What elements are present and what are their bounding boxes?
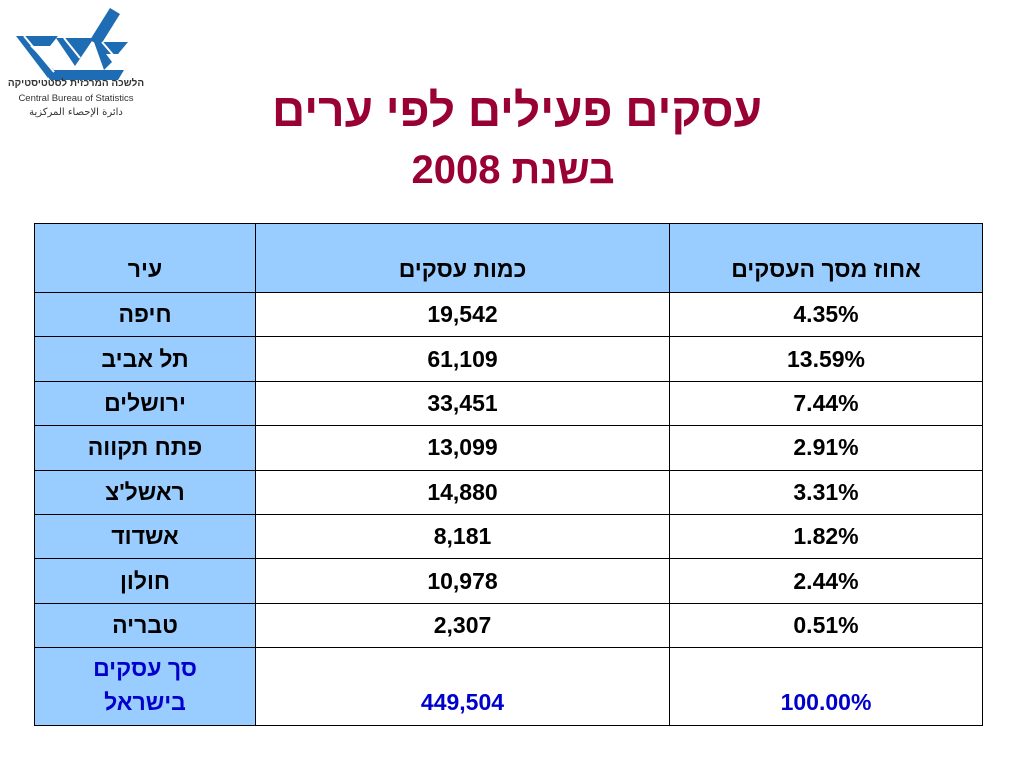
percent-cell: 13.59% <box>669 336 983 382</box>
header-percent: אחוז מסך העסקים <box>669 223 983 293</box>
total-label-line2: בישראל <box>104 689 186 716</box>
header-city: עיר <box>34 223 256 293</box>
logo-name-arabic: دائرة الإحصاء المركزية <box>29 107 123 118</box>
total-label-cell: סך עסקים בישראל <box>34 647 256 727</box>
table-row: ראשל'צ 14,880 3.31% <box>34 469 983 515</box>
total-count-cell: 449,504 <box>255 647 670 727</box>
count-cell: 33,451 <box>255 380 670 427</box>
table-row: תל אביב 61,109 13.59% <box>34 336 983 382</box>
city-cell: ירושלים <box>34 380 256 427</box>
percent-cell: 0.51% <box>669 602 983 649</box>
percent-cell: 3.31% <box>669 469 983 515</box>
percent-cell: 2.91% <box>669 425 983 471</box>
slide-subtitle: בשנת 2008 <box>411 148 615 192</box>
table-row: ירושלים 33,451 7.44% <box>34 380 983 427</box>
city-cell: חולון <box>34 558 256 604</box>
count-cell: 19,542 <box>255 291 670 338</box>
table-row: אשדוד 8,181 1.82% <box>34 513 983 560</box>
cbs-logo-icon <box>16 8 128 80</box>
table-row: חיפה 19,542 4.35% <box>34 291 983 338</box>
business-by-city-table: עיר כמות עסקים אחוז מסך העסקים חיפה 19,5… <box>34 223 983 727</box>
percent-cell: 1.82% <box>669 513 983 560</box>
total-percent-cell: 100.00% <box>669 647 983 727</box>
header-count: כמות עסקים <box>255 223 670 293</box>
count-cell: 8,181 <box>255 513 670 560</box>
table-row: חולון 10,978 2.44% <box>34 558 983 604</box>
percent-cell: 4.35% <box>669 291 983 338</box>
count-cell: 10,978 <box>255 558 670 604</box>
slide-title: עסקים פעילים לפי ערים <box>271 84 763 136</box>
logo-name-hebrew: הלשכה המרכזית לסטטיסטיקה <box>7 78 145 89</box>
count-cell: 14,880 <box>255 469 670 515</box>
city-cell: אשדוד <box>34 513 256 560</box>
percent-cell: 2.44% <box>669 558 983 604</box>
count-cell: 13,099 <box>255 425 670 471</box>
table-header-row: עיר כמות עסקים אחוז מסך העסקים <box>34 223 983 293</box>
city-cell: חיפה <box>34 291 256 338</box>
count-cell: 61,109 <box>255 336 670 382</box>
table-row: טבריה 2,307 0.51% <box>34 602 983 649</box>
city-cell: תל אביב <box>34 336 256 382</box>
table-total-row: סך עסקים בישראל 449,504 100.00% <box>34 647 983 727</box>
table-row: פתח תקווה 13,099 2.91% <box>34 425 983 471</box>
city-cell: ראשל'צ <box>34 469 256 515</box>
count-cell: 2,307 <box>255 602 670 649</box>
percent-cell: 7.44% <box>669 380 983 427</box>
city-cell: פתח תקווה <box>34 425 256 471</box>
city-cell: טבריה <box>34 602 256 649</box>
logo-name-english: Central Bureau of Statistics <box>18 93 134 104</box>
total-label-line1: סך עסקים <box>93 655 197 682</box>
